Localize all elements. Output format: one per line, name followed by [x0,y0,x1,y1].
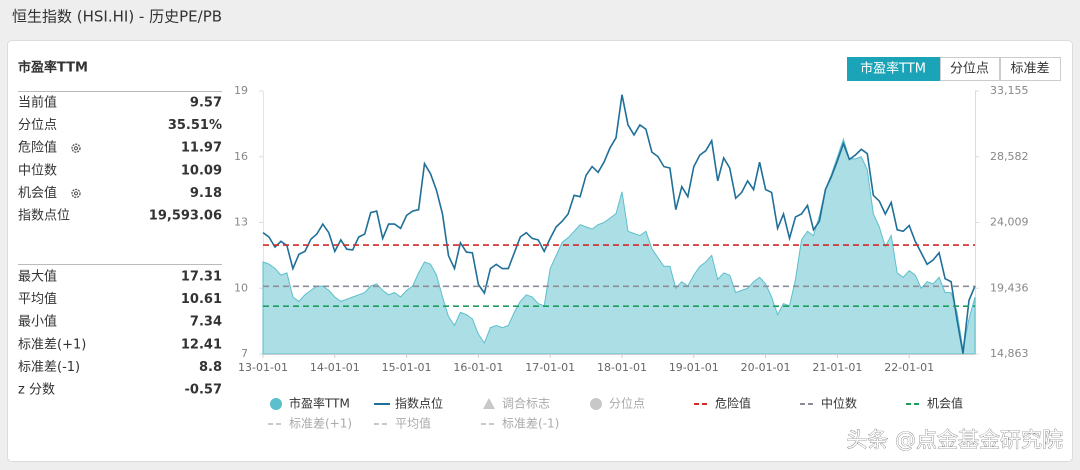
x-tick-label: 19-01-01 [669,361,719,374]
legend-symbol [483,398,495,409]
stat-label: 标准差(-1) [18,360,80,375]
stat-label: 最大值 [18,269,57,285]
stat-label: 平均值 [18,291,57,307]
stat-value: 10.61 [181,292,222,307]
area [262,137,976,355]
stat-label: 危险值 [18,140,57,156]
settings-icon-core [74,191,78,196]
stat-label: 当前值 [18,95,57,111]
legend-label[interactable]: 标准差(-1) [502,417,559,431]
y2-tick-label: 33,155 [990,84,1029,97]
legend-label[interactable]: 机会值 [927,396,963,411]
stat-label: 标准差(+1) [18,337,86,352]
legend-label[interactable]: 危险值 [715,396,751,411]
stat-value: 17.31 [181,270,222,285]
stat-value: 10.09 [181,163,222,178]
stat-value: 9.18 [190,186,222,201]
stat-label: 分位点 [18,118,57,133]
stat-label: 指数点位 [18,209,70,224]
stat-value: 8.8 [199,360,222,375]
x-tick-label: 17-01-01 [525,361,575,374]
legend-label[interactable]: 指数点位 [395,396,443,411]
stat-label: 中位数 [18,163,57,178]
stat-value: 12.41 [181,337,222,352]
stat-value: -0.57 [185,383,222,398]
panel-title: 市盈率TTM [18,60,88,76]
stat-value: 35.51% [168,118,222,133]
stat-value: 19,593.06 [149,209,222,224]
header-bar [0,0,1080,36]
x-tick-label: 22-01-01 [884,361,934,374]
stat-value: 9.57 [190,96,222,111]
x-tick-label: 14-01-01 [310,361,360,374]
tab-label[interactable]: 标准差 [1010,62,1049,77]
y-tick-label: 13 [234,216,248,229]
y-tick-label: 16 [234,150,248,163]
watermark: 头条 @点金基金研究院 [846,428,1063,452]
card [7,40,1073,462]
legend-label[interactable]: 调合标志 [502,396,550,411]
settings-icon-core [74,146,78,151]
x-tick-label: 21-01-01 [812,361,862,374]
line [262,94,976,354]
tab[interactable] [940,57,1000,81]
tab[interactable] [1000,57,1061,81]
y-tick-label: 19 [234,84,248,97]
x-tick-label: 18-01-01 [597,361,647,374]
y2-tick-label: 14,863 [990,347,1029,360]
stat-label: 机会值 [18,185,57,201]
y2-tick-label: 19,436 [990,281,1029,294]
legend-symbol [270,398,282,410]
stat-value: 11.97 [181,141,222,156]
legend-label[interactable]: 标准差(+1) [289,417,352,431]
y-tick-label: 10 [234,281,248,294]
tab-label[interactable]: 市盈率TTM [860,61,926,77]
y2-tick-label: 24,009 [990,216,1029,229]
legend-label[interactable]: 中位数 [821,396,857,411]
x-tick-label: 13-01-01 [238,361,288,374]
y2-tick-label: 28,582 [990,150,1029,163]
legend-label[interactable]: 市盈率TTM [289,396,350,411]
x-tick-label: 15-01-01 [382,361,432,374]
stat-value: 7.34 [190,315,222,330]
settings-icon[interactable] [71,188,81,199]
settings-icon[interactable] [71,143,81,153]
legend-label[interactable]: 分位点 [609,396,645,411]
page-title: 恒生指数 (HSI.HI) - 历史PE/PB [12,8,222,26]
stat-label: 最小值 [18,314,57,330]
tab[interactable] [847,57,940,81]
y-tick-label: 7 [241,347,248,360]
x-tick-label: 20-01-01 [741,361,791,374]
x-tick-label: 16-01-01 [453,361,503,374]
legend-label[interactable]: 平均值 [395,416,431,431]
legend-symbol [590,398,602,410]
tab-label[interactable]: 分位点 [950,62,989,77]
stat-label: z 分数 [18,383,55,398]
